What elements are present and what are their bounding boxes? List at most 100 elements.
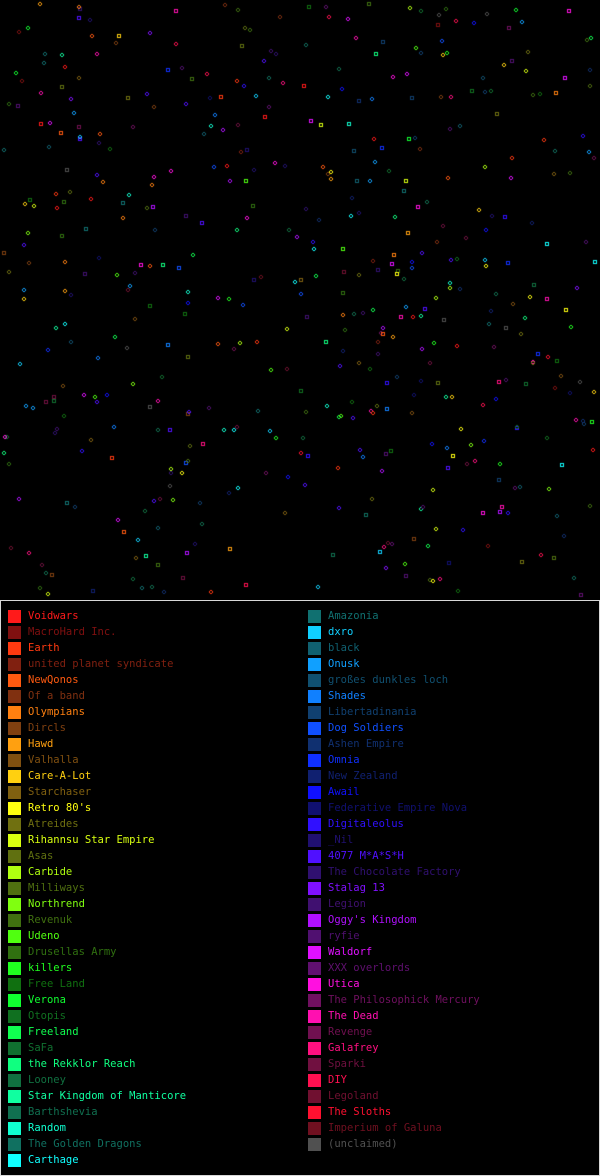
legend-item[interactable]: The Chocolate Factory [308,864,598,880]
empire-name: Freeland [28,1026,79,1038]
legend-item[interactable]: Rihannsu Star Empire [8,832,298,848]
legend-item[interactable]: Dircls [8,720,298,736]
legend-item[interactable]: dxro [308,624,598,640]
legend-item[interactable]: killers [8,960,298,976]
color-swatch [8,881,21,895]
legend-item[interactable]: (unclaimed) [308,1136,598,1152]
legend-item[interactable]: Northrend [8,896,298,912]
legend-item[interactable]: Free Land [8,976,298,992]
legend-item[interactable]: Starchaser [8,784,298,800]
legend-item[interactable]: Oggy's Kingdom [308,912,598,928]
legend-item[interactable]: Olympians [8,704,298,720]
empire-name: MacroHard Inc. [28,626,117,638]
color-swatch [8,1105,21,1119]
legend-item[interactable]: The Golden Dragons [8,1136,298,1152]
legend-item[interactable]: XXX overlords [308,960,598,976]
legend-item[interactable]: Care-A-Lot [8,768,298,784]
color-swatch [8,1121,21,1135]
color-swatch [308,913,321,927]
legend-item[interactable]: Stalag 13 [308,880,598,896]
legend-item[interactable]: Valhalla [8,752,298,768]
legend-item[interactable]: Retro 80's [8,800,298,816]
legend-item[interactable]: Awail [308,784,598,800]
legend-item[interactable]: Shades [308,688,598,704]
legend-item[interactable]: Onusk [308,656,598,672]
legend-item[interactable]: Legion [308,896,598,912]
legend-item[interactable]: black [308,640,598,656]
empire-name: Legion [328,898,366,910]
legend-item[interactable]: Hawd [8,736,298,752]
color-swatch [8,1025,21,1039]
legend-item[interactable]: Random [8,1120,298,1136]
legend-item[interactable]: Revenuk [8,912,298,928]
legend-item[interactable]: Earth [8,640,298,656]
legend-item[interactable]: Federative Empire Nova [308,800,598,816]
legend-item[interactable]: Atreides [8,816,298,832]
empire-name: Shades [328,690,366,702]
empire-name: Olympians [28,706,85,718]
color-swatch [308,785,321,799]
galaxy-map[interactable] [0,0,600,600]
legend-item[interactable]: Barthshevia [8,1104,298,1120]
legend-item[interactable]: Amazonia [308,608,598,624]
color-swatch [8,977,21,991]
legend-item[interactable]: großes dunkles loch [308,672,598,688]
color-swatch [308,993,321,1007]
legend-item[interactable]: Freeland [8,1024,298,1040]
legend-item[interactable]: Galafrey [308,1040,598,1056]
legend-item[interactable]: Drusellas Army [8,944,298,960]
legend-item[interactable]: Otopis [8,1008,298,1024]
color-swatch [308,721,321,735]
legend-item[interactable]: Omnia [308,752,598,768]
legend-item[interactable]: SaFa [8,1040,298,1056]
legend-item[interactable]: ryfie [308,928,598,944]
legend-item[interactable]: Waldorf [308,944,598,960]
legend-item[interactable]: New Zealand [308,768,598,784]
legend-item[interactable]: the Rekklor Reach [8,1056,298,1072]
legend-item[interactable]: Of a band [8,688,298,704]
empire-name: Federative Empire Nova [328,802,468,814]
legend-item[interactable]: Verona [8,992,298,1008]
legend-item[interactable]: Digitaleolus [308,816,598,832]
legend-item[interactable]: Libertadinania [308,704,598,720]
legend-item[interactable]: DIY [308,1072,598,1088]
color-swatch [308,801,321,815]
empire-name: Dircls [28,722,66,734]
legend-item[interactable]: The Philosophick Mercury [308,992,598,1008]
legend-item[interactable]: Carbide [8,864,298,880]
color-swatch [8,673,21,687]
color-swatch [308,1137,321,1151]
legend-item[interactable]: Legoland [308,1088,598,1104]
legend-item[interactable]: Star Kingdom of Manticore [8,1088,298,1104]
color-swatch [8,945,21,959]
legend-item[interactable]: Udeno [8,928,298,944]
legend-item[interactable]: Sparki [308,1056,598,1072]
legend-item[interactable]: MacroHard Inc. [8,624,298,640]
legend-item[interactable]: _Nil [308,832,598,848]
legend-item[interactable]: Utica [308,976,598,992]
legend-item[interactable]: Revenge [308,1024,598,1040]
legend-item[interactable]: Looney [8,1072,298,1088]
color-swatch [308,609,321,623]
empire-name: Star Kingdom of Manticore [28,1090,187,1102]
legend-item[interactable]: Carthage [8,1152,298,1168]
empire-name: black [328,642,360,654]
legend-item[interactable]: Imperium of Galuna [308,1120,598,1136]
legend-item[interactable]: The Dead [308,1008,598,1024]
color-swatch [308,737,321,751]
legend-item[interactable]: The Sloths [308,1104,598,1120]
legend-item[interactable]: Dog Soldiers [308,720,598,736]
legend-item[interactable]: united planet syndicate [8,656,298,672]
legend-item[interactable]: Asas [8,848,298,864]
empire-name: Care-A-Lot [28,770,92,782]
empire-name: Awail [328,786,360,798]
empire-name: ryfie [328,930,360,942]
legend-item[interactable]: 4077 M*A*S*H [308,848,598,864]
legend-item[interactable]: Voidwars [8,608,298,624]
legend-item[interactable]: NewQonos [8,672,298,688]
color-swatch [308,865,321,879]
empire-name: SaFa [28,1042,54,1054]
empire-name: Stalag 13 [328,882,385,894]
legend-item[interactable]: Ashen Empire [308,736,598,752]
legend-item[interactable]: Milliways [8,880,298,896]
